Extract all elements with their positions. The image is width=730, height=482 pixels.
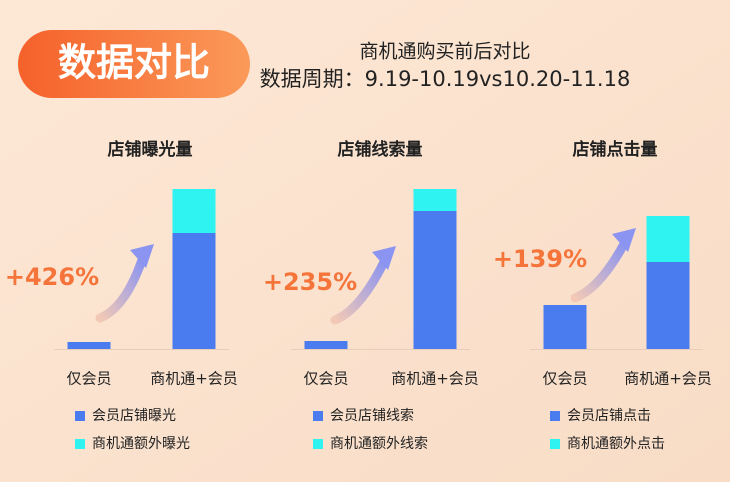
legend-label: 商机通额外曝光 [92, 436, 190, 452]
bar-segment [413, 189, 457, 211]
x-tick-label: 商机通+会员 [391, 370, 479, 388]
chart-title: 店铺曝光量 [108, 139, 193, 160]
legend-swatch [75, 411, 85, 421]
growth-arrow [95, 255, 147, 323]
legend-label: 商机通额外点击 [567, 436, 665, 452]
chart-title: 店铺点击量 [573, 139, 658, 160]
bar-segment [67, 342, 111, 349]
bar-segment [172, 189, 216, 233]
growth-arrowhead [612, 228, 636, 252]
x-tick-label: 仅会员 [66, 370, 111, 388]
legend-swatch [550, 411, 560, 421]
chart-title: 店铺线索量 [338, 139, 423, 160]
x-tick-label: 商机通+会员 [624, 370, 712, 388]
legend-swatch [313, 439, 323, 449]
legend-swatch [75, 439, 85, 449]
x-tick-label: 仅会员 [303, 370, 348, 388]
growth-arrow [330, 257, 389, 325]
subtitle: 商机通购买前后对比 [359, 41, 530, 63]
period: 数据周期：9.19-10.19vs10.20-11.18 [260, 67, 631, 91]
bar-segment [543, 305, 587, 349]
bar-segment [646, 262, 690, 349]
bar-segment [413, 211, 457, 349]
growth-arrowhead [372, 246, 396, 270]
x-tick-label: 仅会员 [542, 370, 587, 388]
legend-swatch [550, 439, 560, 449]
x-tick-label: 商机通+会员 [150, 370, 238, 388]
badge [18, 30, 250, 98]
growth-label: +139% [493, 245, 587, 273]
growth-arrowhead [130, 244, 154, 268]
bar-segment [646, 216, 690, 262]
legend-swatch [313, 411, 323, 421]
legend-label: 会员店铺曝光 [92, 408, 176, 424]
growth-label: +426% [5, 263, 99, 291]
legend-label: 商机通额外线索 [330, 435, 428, 452]
badge-text: 数据对比 [58, 41, 210, 85]
growth-label: +235% [263, 268, 357, 296]
bar-segment [304, 341, 348, 349]
bar-segment [172, 233, 216, 349]
legend-label: 会员店铺点击 [567, 408, 651, 424]
growth-arrow [570, 239, 629, 303]
legend-label: 会员店铺线索 [330, 407, 414, 424]
